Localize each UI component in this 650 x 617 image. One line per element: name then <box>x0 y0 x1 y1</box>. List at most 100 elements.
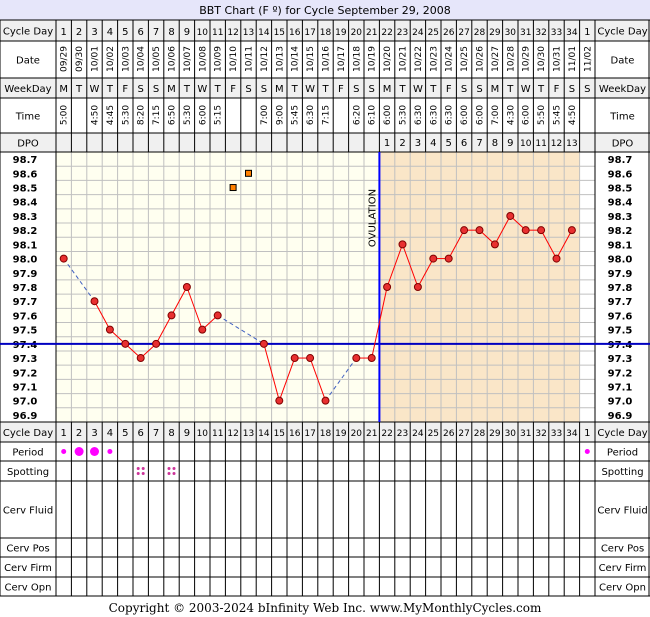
date-label: 10/19 <box>368 46 378 72</box>
temperature-segment <box>371 286 388 359</box>
row-label-date-left: Date <box>16 56 40 67</box>
y-tick-label-right: 98.1 <box>608 240 633 251</box>
cycle-day-label: 5 <box>122 27 128 38</box>
time-label: 5:45 <box>291 105 301 125</box>
date-label: 10/15 <box>306 46 316 72</box>
temperature-point <box>444 254 453 263</box>
cycle-day-label-bottom: 24 <box>412 429 424 439</box>
date-label: 10/07 <box>183 46 193 72</box>
excluded-temperature-point <box>229 184 237 192</box>
temperature-point <box>537 226 546 235</box>
follicular-phase-band <box>56 152 380 422</box>
y-tick-label-right: 97.0 <box>608 397 633 408</box>
date-label: 10/11 <box>245 46 255 72</box>
temperature-point <box>275 396 284 405</box>
time-label: 7:00 <box>491 105 501 125</box>
cycle-day-label: 17 <box>304 28 315 38</box>
date-label: 10/22 <box>414 46 424 72</box>
weekday-label: W <box>90 84 100 95</box>
dpo-label: 3 <box>415 138 421 149</box>
cycle-day-label: 8 <box>168 27 174 38</box>
temperature-point <box>306 354 315 363</box>
y-tick-label-left: 97.3 <box>13 354 38 365</box>
date-label: 10/23 <box>429 46 439 72</box>
date-label: 10/28 <box>506 46 516 72</box>
temperature-point <box>321 396 330 405</box>
date-label: 10/26 <box>476 46 486 72</box>
y-tick-label-right: 97.8 <box>608 283 633 294</box>
spotting-marker <box>136 472 140 475</box>
weekday-label: M <box>491 84 500 95</box>
y-tick-label-left: 97.4 <box>13 340 38 351</box>
row-label-cycle_day-right: Cycle Day <box>597 428 647 439</box>
date-label: 09/30 <box>75 46 85 72</box>
spotting-marker <box>167 472 171 475</box>
time-label: 8:20 <box>137 105 147 125</box>
cycle-day-label: 14 <box>258 28 270 38</box>
time-label: 6:00 <box>198 105 208 125</box>
temperature-point <box>383 283 392 291</box>
cycle-day-label-bottom: 15 <box>274 429 285 439</box>
y-tick-label-right: 98.5 <box>608 184 633 195</box>
date-label: 10/03 <box>121 46 131 72</box>
cycle-day-label-bottom: 6 <box>138 428 144 439</box>
row-label-dpo-left: DPO <box>17 139 39 150</box>
cycle-day-label-bottom: 16 <box>289 429 301 439</box>
time-label: 5:00 <box>60 105 70 125</box>
dpo-label: 11 <box>535 139 546 149</box>
date-label: 10/20 <box>383 46 393 72</box>
weekday-label: S <box>569 84 575 95</box>
time-label: 6:50 <box>168 105 178 125</box>
temperature-segment <box>448 229 465 259</box>
period-marker <box>61 449 67 454</box>
cycle-day-label-bottom: 19 <box>335 429 347 439</box>
time-label: 4:30 <box>506 105 516 125</box>
cycle-day-label-bottom: 31 <box>520 429 531 439</box>
cycle-day-label: 26 <box>443 28 455 38</box>
period-marker <box>74 447 84 456</box>
date-label: 10/06 <box>168 46 178 72</box>
weekday-label: T <box>291 84 299 95</box>
weekday-label: S <box>353 84 359 95</box>
time-label: 5:30 <box>183 105 193 125</box>
temperature-segment <box>494 215 511 245</box>
row-label-period-right: Period <box>607 448 638 459</box>
dpo-label: 4 <box>430 138 436 149</box>
temperature-segment <box>417 258 434 288</box>
y-tick-label-right: 97.1 <box>608 382 633 393</box>
y-tick-label-left: 96.9 <box>13 411 38 422</box>
y-tick-label-left: 98.0 <box>13 255 38 266</box>
temperature-point <box>59 254 68 263</box>
temperature-segment <box>540 229 557 259</box>
date-label: 10/10 <box>229 46 239 72</box>
spotting-marker <box>172 467 176 470</box>
weekday-label: S <box>461 84 467 95</box>
date-label: 10/24 <box>445 46 455 72</box>
y-tick-label-right: 98.2 <box>608 226 633 237</box>
y-tick-label-left: 98.5 <box>13 184 38 195</box>
temperature-point <box>352 354 361 363</box>
weekday-label: F <box>554 84 560 95</box>
time-label: 6:30 <box>429 105 439 125</box>
cycle-day-label-bottom: 32 <box>535 429 546 439</box>
temperature-point <box>182 283 191 291</box>
date-label: 10/25 <box>460 46 470 72</box>
row-label-time-left: Time <box>15 112 40 123</box>
date-label: 10/21 <box>399 46 409 72</box>
cycle-day-label: 15 <box>274 28 285 38</box>
y-tick-label-right: 97.7 <box>608 297 633 308</box>
cycle-day-label: 33 <box>551 28 562 38</box>
weekday-label: M <box>383 84 392 95</box>
cycle-day-label-bottom: 27 <box>458 429 469 439</box>
cycle-day-label: 34 <box>566 28 578 38</box>
cycle-day-label-bottom: 30 <box>505 429 517 439</box>
weekday-label: F <box>338 84 344 95</box>
time-label: 6:00 <box>476 105 486 125</box>
row-label-cerv_opn-left: Cerv Opn <box>5 583 52 594</box>
temperature-point <box>506 211 515 220</box>
dpo-label: 10 <box>520 139 532 149</box>
spotting-marker <box>141 472 145 475</box>
footer-copyright: Copyright © 2003-2024 bInfinity Web Inc.… <box>109 601 542 615</box>
temperature-segment <box>556 229 573 259</box>
time-label: 6:20 <box>352 105 362 125</box>
